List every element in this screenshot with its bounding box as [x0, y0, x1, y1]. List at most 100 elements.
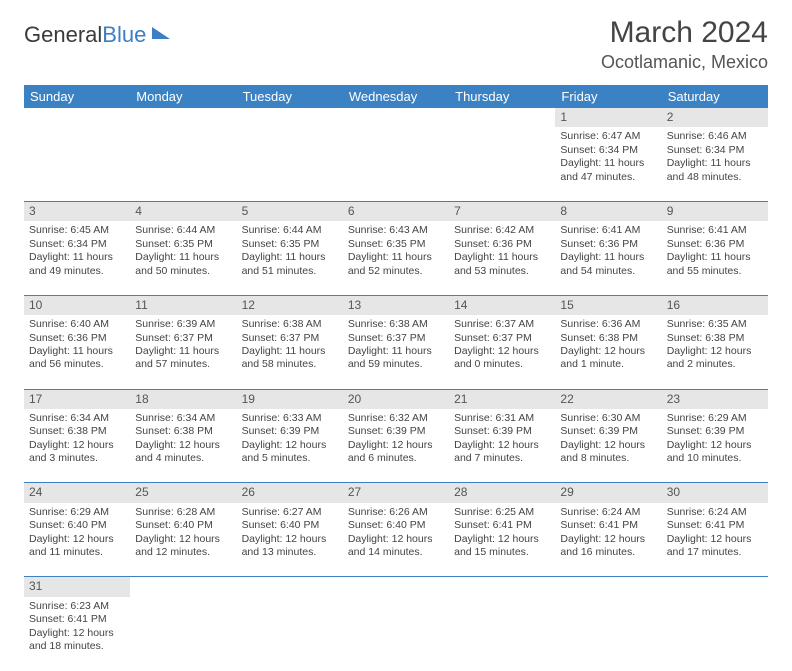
day-number: 8	[555, 201, 661, 221]
day-header: Friday	[555, 85, 661, 108]
day-cell: Sunrise: 6:44 AMSunset: 6:35 PMDaylight:…	[130, 221, 236, 295]
day-number	[24, 108, 130, 127]
day-header: Sunday	[24, 85, 130, 108]
day-cell	[343, 597, 449, 671]
day-number	[130, 577, 236, 597]
day-number: 20	[343, 389, 449, 409]
day-number	[237, 108, 343, 127]
daynum-row: 24252627282930	[24, 483, 768, 503]
day-cell: Sunrise: 6:47 AMSunset: 6:34 PMDaylight:…	[555, 127, 661, 201]
day-cell: Sunrise: 6:41 AMSunset: 6:36 PMDaylight:…	[555, 221, 661, 295]
day-number: 1	[555, 108, 661, 127]
day-cell	[237, 127, 343, 201]
day-number: 3	[24, 201, 130, 221]
day-number: 10	[24, 295, 130, 315]
day-header-row: SundayMondayTuesdayWednesdayThursdayFrid…	[24, 85, 768, 108]
day-cell	[130, 597, 236, 671]
day-cell: Sunrise: 6:31 AMSunset: 6:39 PMDaylight:…	[449, 409, 555, 483]
day-number: 6	[343, 201, 449, 221]
day-number	[130, 108, 236, 127]
day-number	[449, 108, 555, 127]
day-header: Saturday	[662, 85, 768, 108]
month-title: March 2024	[601, 16, 768, 50]
day-cell: Sunrise: 6:35 AMSunset: 6:38 PMDaylight:…	[662, 315, 768, 389]
day-cell: Sunrise: 6:27 AMSunset: 6:40 PMDaylight:…	[237, 503, 343, 577]
day-cell: Sunrise: 6:36 AMSunset: 6:38 PMDaylight:…	[555, 315, 661, 389]
day-cell: Sunrise: 6:45 AMSunset: 6:34 PMDaylight:…	[24, 221, 130, 295]
day-number: 18	[130, 389, 236, 409]
location: Ocotlamanic, Mexico	[601, 52, 768, 73]
day-cell: Sunrise: 6:34 AMSunset: 6:38 PMDaylight:…	[24, 409, 130, 483]
day-number: 25	[130, 483, 236, 503]
day-number	[555, 577, 661, 597]
day-cell	[130, 127, 236, 201]
day-cell: Sunrise: 6:41 AMSunset: 6:36 PMDaylight:…	[662, 221, 768, 295]
day-content-row: Sunrise: 6:45 AMSunset: 6:34 PMDaylight:…	[24, 221, 768, 295]
day-cell	[449, 597, 555, 671]
day-number: 23	[662, 389, 768, 409]
day-number	[343, 108, 449, 127]
day-header: Monday	[130, 85, 236, 108]
day-number: 11	[130, 295, 236, 315]
day-cell: Sunrise: 6:24 AMSunset: 6:41 PMDaylight:…	[662, 503, 768, 577]
day-number: 4	[130, 201, 236, 221]
day-number	[662, 577, 768, 597]
day-number	[237, 577, 343, 597]
day-header: Tuesday	[237, 85, 343, 108]
day-cell: Sunrise: 6:25 AMSunset: 6:41 PMDaylight:…	[449, 503, 555, 577]
day-cell: Sunrise: 6:40 AMSunset: 6:36 PMDaylight:…	[24, 315, 130, 389]
daynum-row: 17181920212223	[24, 389, 768, 409]
day-cell: Sunrise: 6:29 AMSunset: 6:40 PMDaylight:…	[24, 503, 130, 577]
daynum-row: 12	[24, 108, 768, 127]
day-number: 14	[449, 295, 555, 315]
day-cell: Sunrise: 6:33 AMSunset: 6:39 PMDaylight:…	[237, 409, 343, 483]
logo-text: GeneralBlue	[24, 22, 146, 48]
day-cell: Sunrise: 6:38 AMSunset: 6:37 PMDaylight:…	[343, 315, 449, 389]
day-cell: Sunrise: 6:28 AMSunset: 6:40 PMDaylight:…	[130, 503, 236, 577]
day-number: 27	[343, 483, 449, 503]
day-number: 5	[237, 201, 343, 221]
day-content-row: Sunrise: 6:40 AMSunset: 6:36 PMDaylight:…	[24, 315, 768, 389]
day-cell	[24, 127, 130, 201]
day-number: 31	[24, 577, 130, 597]
day-number: 16	[662, 295, 768, 315]
logo: GeneralBlue	[24, 22, 170, 48]
day-number: 15	[555, 295, 661, 315]
day-number	[343, 577, 449, 597]
day-cell: Sunrise: 6:43 AMSunset: 6:35 PMDaylight:…	[343, 221, 449, 295]
logo-text-gray: General	[24, 22, 102, 47]
day-number: 12	[237, 295, 343, 315]
daynum-row: 31	[24, 577, 768, 597]
day-content-row: Sunrise: 6:29 AMSunset: 6:40 PMDaylight:…	[24, 503, 768, 577]
day-number: 26	[237, 483, 343, 503]
day-number: 2	[662, 108, 768, 127]
day-number: 21	[449, 389, 555, 409]
day-cell: Sunrise: 6:26 AMSunset: 6:40 PMDaylight:…	[343, 503, 449, 577]
day-number: 7	[449, 201, 555, 221]
day-cell: Sunrise: 6:29 AMSunset: 6:39 PMDaylight:…	[662, 409, 768, 483]
day-number: 29	[555, 483, 661, 503]
day-header: Wednesday	[343, 85, 449, 108]
day-cell: Sunrise: 6:32 AMSunset: 6:39 PMDaylight:…	[343, 409, 449, 483]
day-content-row: Sunrise: 6:23 AMSunset: 6:41 PMDaylight:…	[24, 597, 768, 671]
day-cell: Sunrise: 6:24 AMSunset: 6:41 PMDaylight:…	[555, 503, 661, 577]
day-cell: Sunrise: 6:42 AMSunset: 6:36 PMDaylight:…	[449, 221, 555, 295]
day-cell: Sunrise: 6:37 AMSunset: 6:37 PMDaylight:…	[449, 315, 555, 389]
day-cell	[662, 597, 768, 671]
day-number: 13	[343, 295, 449, 315]
day-cell: Sunrise: 6:23 AMSunset: 6:41 PMDaylight:…	[24, 597, 130, 671]
day-content-row: Sunrise: 6:34 AMSunset: 6:38 PMDaylight:…	[24, 409, 768, 483]
calendar-table: SundayMondayTuesdayWednesdayThursdayFrid…	[24, 85, 768, 671]
day-number	[449, 577, 555, 597]
header: GeneralBlue March 2024 Ocotlamanic, Mexi…	[24, 16, 768, 73]
day-cell	[449, 127, 555, 201]
day-number: 19	[237, 389, 343, 409]
day-number: 24	[24, 483, 130, 503]
day-cell: Sunrise: 6:34 AMSunset: 6:38 PMDaylight:…	[130, 409, 236, 483]
day-cell: Sunrise: 6:39 AMSunset: 6:37 PMDaylight:…	[130, 315, 236, 389]
day-header: Thursday	[449, 85, 555, 108]
day-cell: Sunrise: 6:44 AMSunset: 6:35 PMDaylight:…	[237, 221, 343, 295]
day-cell: Sunrise: 6:46 AMSunset: 6:34 PMDaylight:…	[662, 127, 768, 201]
daynum-row: 3456789	[24, 201, 768, 221]
day-cell: Sunrise: 6:38 AMSunset: 6:37 PMDaylight:…	[237, 315, 343, 389]
